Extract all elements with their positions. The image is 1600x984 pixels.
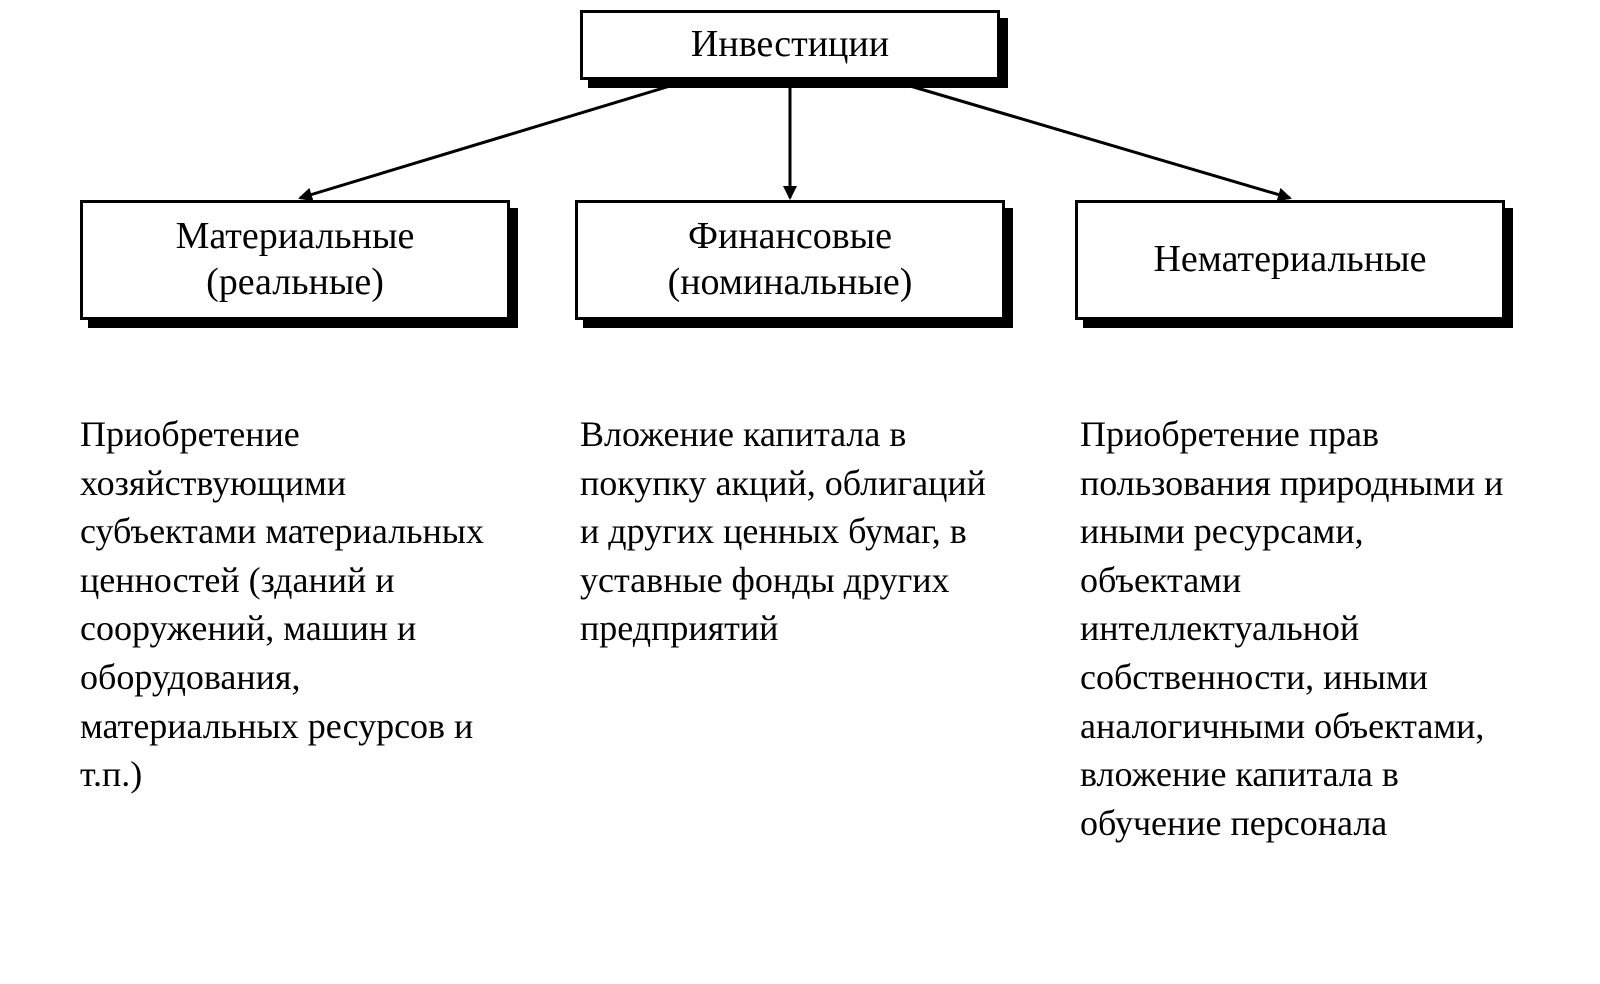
financial-box: Финансовые (номинальные) <box>575 200 1005 320</box>
root-box: Инвестиции <box>580 10 1000 80</box>
edge-root-intangible <box>900 83 1290 198</box>
edge-root-material <box>300 83 680 198</box>
intangible-description: Приобретение прав пользования природными… <box>1080 410 1520 847</box>
intangible-box: Нематериальные <box>1075 200 1505 320</box>
material-box: Материальные (реальные) <box>80 200 510 320</box>
material-description: Приобретение хозяйствующими субъектами м… <box>80 410 500 799</box>
financial-description: Вложение капитала в покупку акций, облиг… <box>580 410 1010 653</box>
investments-diagram: Инвестиции Материальные (реальные) Финан… <box>0 0 1600 984</box>
